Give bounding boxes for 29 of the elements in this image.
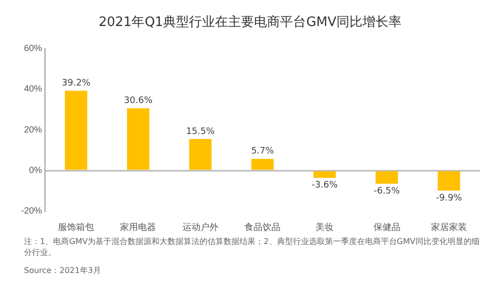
x-tick-label: 美妆: [316, 222, 334, 232]
x-tick-label: 食品饮品: [244, 222, 281, 232]
x-tick-label: 服饰箱包: [58, 222, 94, 232]
bar: [251, 158, 274, 170]
y-tick-label: 60%: [24, 42, 42, 53]
data-label: 30.6%: [124, 96, 153, 106]
bar: [64, 90, 88, 170]
chart-title: 2021年Q1典型行业在主要电商平台GMV同比增长率: [98, 14, 402, 31]
x-tick-label: 家居家装: [430, 222, 467, 232]
bar: [127, 108, 150, 170]
x-tick-label: 家用电器: [120, 222, 156, 232]
data-label: 15.5%: [186, 126, 216, 137]
data-label: 5.7%: [251, 146, 274, 157]
bar: [376, 171, 398, 184]
bar: [438, 171, 460, 191]
text: 注：1、电商GMV为基于混合数据源和大数据算法的估算数据结果；2、典型行业选取第一季度在电商平台GMV同比变化明显的细分行业。: [24, 236, 480, 258]
y-tick-label: 20%: [24, 124, 42, 134]
y-tick-label: 0%: [28, 164, 42, 175]
source-note: Source：2021年3月: [24, 265, 101, 276]
y-tick-label: -20%: [20, 206, 42, 216]
y-tick-label: 40%: [24, 84, 42, 94]
data-label: -6.5%: [374, 186, 400, 197]
x-tick-label: 保健品: [373, 222, 400, 232]
x-tick-label: 运动户外: [182, 222, 218, 232]
data-label: -3.6%: [312, 180, 338, 191]
data-label: 39.2%: [62, 78, 91, 89]
data-label: -9.9%: [436, 193, 462, 204]
bar: [189, 138, 212, 170]
bar: [313, 171, 336, 178]
